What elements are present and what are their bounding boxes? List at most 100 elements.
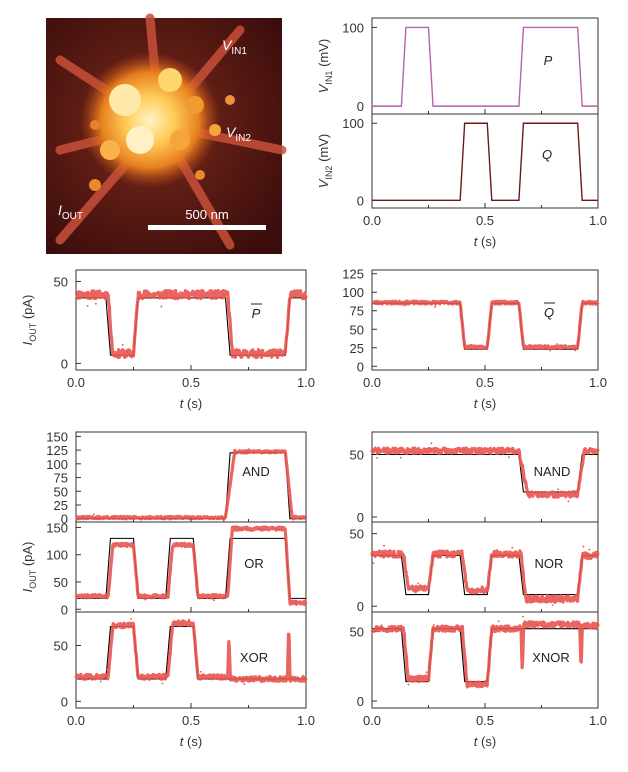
y-tick-label: 50 [350,527,364,542]
measured-point [174,621,176,624]
measured-point [380,624,383,627]
y-axis-label: VIN2 (mV) [316,134,334,188]
measured-point [556,343,558,345]
x-tick-label: 0.5 [476,213,494,228]
measured-point [243,683,246,686]
measured-trace-xor [74,619,308,683]
measured-point [406,570,408,573]
measured-point [546,593,549,596]
measured-point [180,545,183,548]
measured-point [165,292,168,295]
chart-or: 0 50 100 150 IOUT (pA) OR [20,520,308,617]
measured-point [208,289,211,292]
y-tick-label: 50 [350,624,364,639]
measured-point [522,465,525,467]
measured-point [188,618,191,621]
x-tick-label: 0.0 [67,375,85,390]
x-axis-label-var: t [474,234,479,249]
plot-frame [371,269,599,371]
x-tick-label: 1.0 [297,375,315,390]
chart-nand: 0 50 NAND [350,431,600,525]
measured-point [112,542,115,545]
measured-point [376,456,378,459]
annotation-and: AND [242,464,269,479]
x-axis-label-var: t [474,396,479,411]
scale-bar-label: 500 nm [185,207,228,222]
y-tick-label: 150 [46,429,68,444]
annotation-qbar: Q [544,305,554,320]
scale-bar [148,225,266,230]
annotation-pbar: P [252,306,261,321]
measured-point [278,676,281,679]
measured-point [508,448,511,451]
measured-point [574,349,577,352]
y-axis-label-unit: (pA) [20,295,35,323]
measured-point [414,299,417,302]
measured-point [531,601,534,604]
vin1-label-sub: IN1 [231,46,247,57]
x-axis-label-unit: (s) [477,234,496,249]
micrograph-label-iout: IOUT [58,202,83,222]
measured-point [213,599,215,602]
measured-point [491,303,493,306]
y-tick-label: 50 [350,448,364,463]
vin2-label-sub: IN2 [235,133,251,144]
measured-point [483,346,486,348]
y-tick-label: 0 [357,359,364,374]
measured-point [595,304,597,307]
measured-point [536,627,539,629]
y-axis-label-unit: (mV) [316,39,331,71]
measured-point [513,550,516,553]
measured-point [579,632,582,634]
x-axis-label-unit: (s) [477,734,496,749]
measured-point [544,345,547,348]
x-tick-label: 1.0 [589,213,607,228]
measured-point [515,451,518,454]
measured-point [179,291,181,293]
measured-point [433,624,435,626]
y-tick-label: 100 [342,20,364,35]
measured-point [582,545,585,548]
y-tick-label: 50 [54,575,68,590]
y-tick-label: 0 [61,512,68,527]
y-tick-label: 75 [54,471,68,486]
measured-point [417,582,420,585]
x-axis-label: t (s) [474,234,496,249]
x-axis-label-var: t [474,734,479,749]
measured-point [211,598,214,600]
x-axis-label: t (s) [474,396,496,411]
measured-point [567,500,570,503]
y-tick-label: 50 [54,484,68,499]
measured-point [113,354,116,357]
x-tick-label: 0.5 [182,713,200,728]
y-tick-label: 25 [350,341,364,356]
x-tick-label: 0.0 [363,713,381,728]
measured-point [93,513,95,516]
iout-label-main: I [58,202,62,218]
measured-point [458,630,461,633]
measured-point [161,682,164,685]
annotation-nor: NOR [535,556,564,571]
chart-vin1: 0 100 VIN1 (mV) P [316,17,599,115]
x-tick-label: 0.5 [182,375,200,390]
micrograph: VIN1 VIN2 IOUT 500 nm [46,13,287,254]
chart-xnor: 0.0 0.5 1.0 t (s) 0 50 XNOR [350,611,607,749]
y-axis-label-sub: IN1 [324,71,334,85]
measured-point [111,629,114,632]
measured-point [95,302,97,305]
measured-point [231,466,234,469]
vin2-label-main: V [226,124,237,140]
measured-trace-or [74,525,308,606]
measured-trace-nand [370,446,600,499]
measured-point [453,301,456,304]
y-axis-label-var: V [316,178,331,188]
measured-point [588,548,591,551]
measured-point [486,585,489,588]
y-tick-label: 0 [61,356,68,371]
measured-point [504,628,507,631]
plot-frame [75,431,307,523]
measured-point [222,293,225,296]
x-axis-label-unit: (s) [183,734,202,749]
measured-trace-and [74,448,308,521]
